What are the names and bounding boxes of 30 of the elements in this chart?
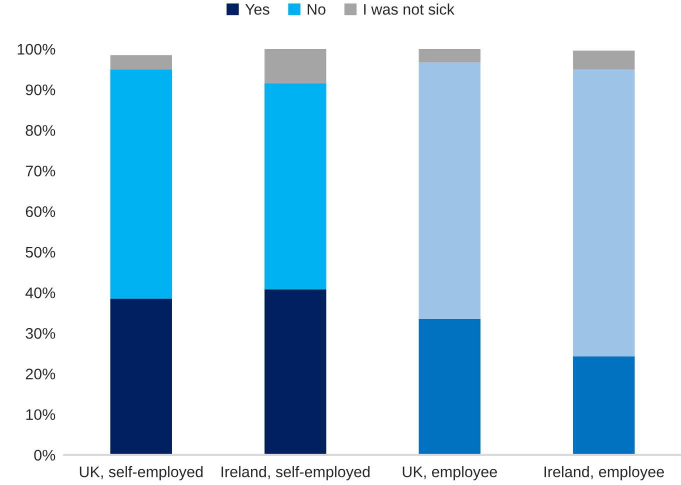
bar — [573, 356, 635, 455]
bar — [110, 69, 172, 299]
legend-label: I was not sick — [364, 4, 454, 15]
y-tick-label: 10% — [26, 409, 56, 420]
y-tick-label: 70% — [26, 166, 56, 176]
y-tick-label: 100% — [18, 44, 56, 55]
y-tick-label: 90% — [26, 84, 56, 96]
x-tick-label: Ireland, employee — [544, 466, 664, 480]
y-tick-label: 20% — [26, 368, 56, 380]
x-tick-label: UK, employee — [402, 466, 497, 480]
y-tick-label: 80% — [26, 125, 56, 136]
bar — [110, 298, 172, 455]
bar — [418, 318, 480, 455]
bar — [418, 48, 480, 62]
legend-label: Yes — [245, 4, 270, 15]
bar — [110, 55, 172, 70]
y-tick-label: 0% — [34, 450, 56, 461]
y-tick-label: 40% — [25, 287, 56, 298]
bar — [418, 62, 480, 319]
bar — [264, 83, 326, 290]
bar — [573, 50, 635, 70]
bar — [264, 289, 326, 455]
y-tick-label: 50% — [26, 246, 56, 258]
y-tick-label: 30% — [26, 328, 56, 339]
x-tick-label: UK, self-employed — [80, 466, 203, 480]
x-tick-label: Ireland, self-employed — [222, 466, 370, 480]
legend-label: No — [308, 4, 326, 15]
bar — [573, 70, 635, 356]
bar — [264, 48, 326, 84]
y-tick-label: 60% — [26, 206, 56, 218]
